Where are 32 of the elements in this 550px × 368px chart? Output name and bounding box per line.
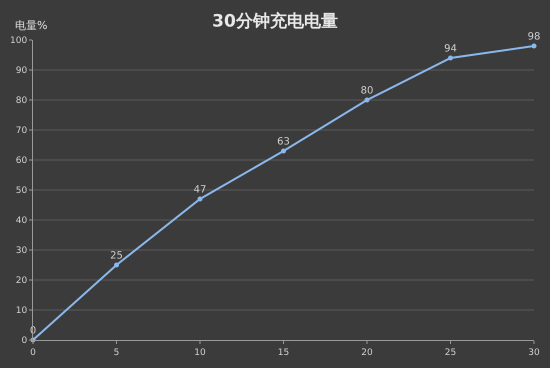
point [281, 148, 286, 154]
x-tick-label: 5 [114, 348, 120, 358]
y-tick-label: 50 [16, 186, 28, 196]
data-label: 94 [444, 43, 457, 54]
y-tick-label: 100 [10, 36, 28, 46]
x-tick-label: 25 [444, 348, 456, 358]
y-tick-label: 70 [16, 126, 28, 136]
y-axis-title: 电量% [15, 19, 48, 32]
point [364, 98, 370, 102]
y-tick-label: 20 [16, 276, 28, 286]
y-tick-label: 10 [16, 306, 28, 316]
x-tick-label: 15 [278, 348, 290, 358]
chart-title: 30分钟充电电量 [212, 12, 338, 32]
data-label: 98 [528, 31, 540, 42]
y-tick-label: 0 [21, 336, 28, 346]
data-label: 25 [110, 250, 123, 262]
y-tick-label: 40 [16, 216, 28, 226]
y-tick-label: 60 [16, 156, 28, 166]
y-tick-label: 30 [16, 246, 28, 256]
y-tick-label: 90 [16, 66, 28, 76]
point [532, 44, 536, 48]
data-label: 80 [360, 85, 374, 96]
point [198, 196, 202, 202]
x-tick-label: 10 [194, 348, 206, 358]
x-tick-label: 30 [528, 348, 540, 358]
y-tick-label: 80 [16, 96, 28, 106]
point [448, 56, 453, 60]
point [114, 262, 119, 268]
data-label: 47 [194, 184, 206, 196]
data-label: 63 [277, 136, 290, 148]
x-tick-label: 0 [30, 348, 36, 358]
x-tick-label: 20 [361, 348, 373, 358]
